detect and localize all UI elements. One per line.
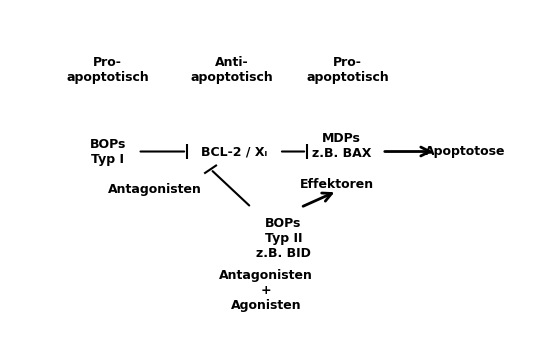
Text: Antagonisten
+
Agonisten: Antagonisten + Agonisten xyxy=(220,269,313,312)
Text: BOPs
Typ II
z.B. BID: BOPs Typ II z.B. BID xyxy=(256,217,311,260)
Text: Pro-
apoptotisch: Pro- apoptotisch xyxy=(66,56,149,84)
Text: Antagonisten: Antagonisten xyxy=(108,183,202,196)
Text: BCL-2 / Xₗ: BCL-2 / Xₗ xyxy=(201,145,267,158)
Text: Anti-
apoptotisch: Anti- apoptotisch xyxy=(191,56,273,84)
Text: BOPs
Typ I: BOPs Typ I xyxy=(90,137,126,166)
Text: Pro-
apoptotisch: Pro- apoptotisch xyxy=(306,56,389,84)
Text: Effektoren: Effektoren xyxy=(300,178,374,191)
Text: MDPs
z.B. BAX: MDPs z.B. BAX xyxy=(311,132,371,160)
Text: Apoptotose: Apoptotose xyxy=(425,145,506,158)
